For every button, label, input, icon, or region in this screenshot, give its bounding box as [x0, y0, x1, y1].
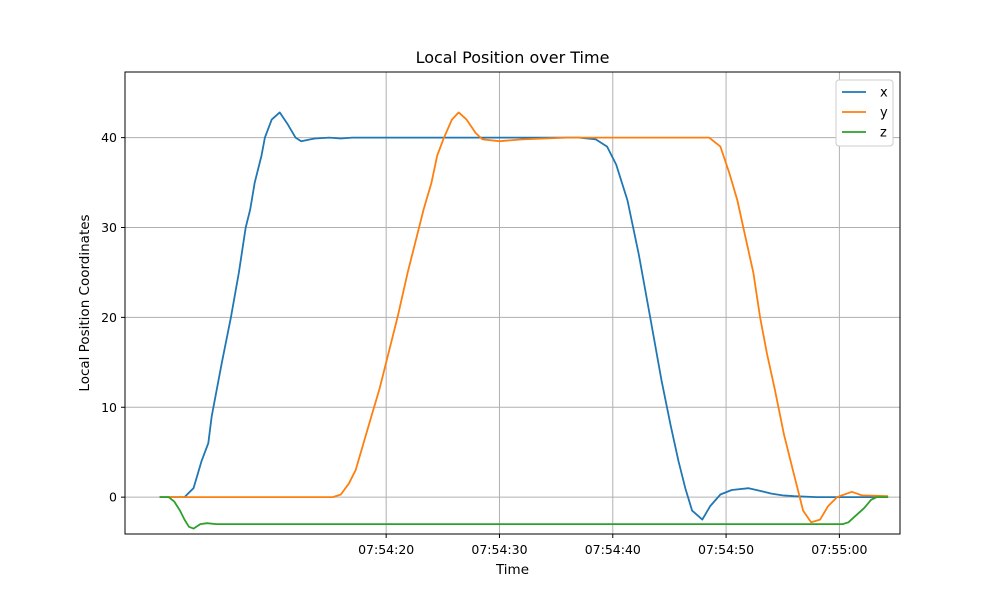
x-axis-title: Time — [495, 562, 529, 578]
legend-label-z: z — [880, 126, 887, 141]
y-tick-label: 0 — [109, 490, 117, 505]
chart-title: Local Position over Time — [416, 48, 610, 67]
x-tick-label: 07:54:40 — [585, 542, 641, 557]
series-lines — [159, 111, 889, 530]
x-tick-label: 07:54:30 — [471, 542, 527, 557]
legend: xyz — [835, 79, 894, 147]
legend-box — [835, 79, 894, 147]
y-axis-title: Local Position Coordinates — [77, 214, 93, 391]
y-tick-label: 30 — [101, 220, 117, 235]
plot-frame — [124, 71, 901, 535]
series-line-y — [159, 111, 889, 524]
series-line-z — [159, 496, 889, 530]
x-tick-label: 07:54:20 — [358, 542, 414, 557]
y-tick-label: 10 — [101, 400, 117, 415]
x-axis-ticks: 07:54:20 07:54:30 07:54:40 07:54:50 07:55:00 — [358, 534, 867, 557]
y-axis-ticks: 0 10 20 30 40 — [101, 130, 125, 505]
series-line-x — [159, 111, 889, 521]
legend-label-y: y — [880, 106, 888, 121]
x-tick-label: 07:54:50 — [698, 542, 754, 557]
y-tick-label: 40 — [101, 130, 117, 145]
grid-lines — [125, 72, 900, 534]
y-tick-label: 20 — [101, 310, 117, 325]
legend-label-x: x — [880, 86, 888, 101]
x-tick-label: 07:55:00 — [811, 542, 867, 557]
